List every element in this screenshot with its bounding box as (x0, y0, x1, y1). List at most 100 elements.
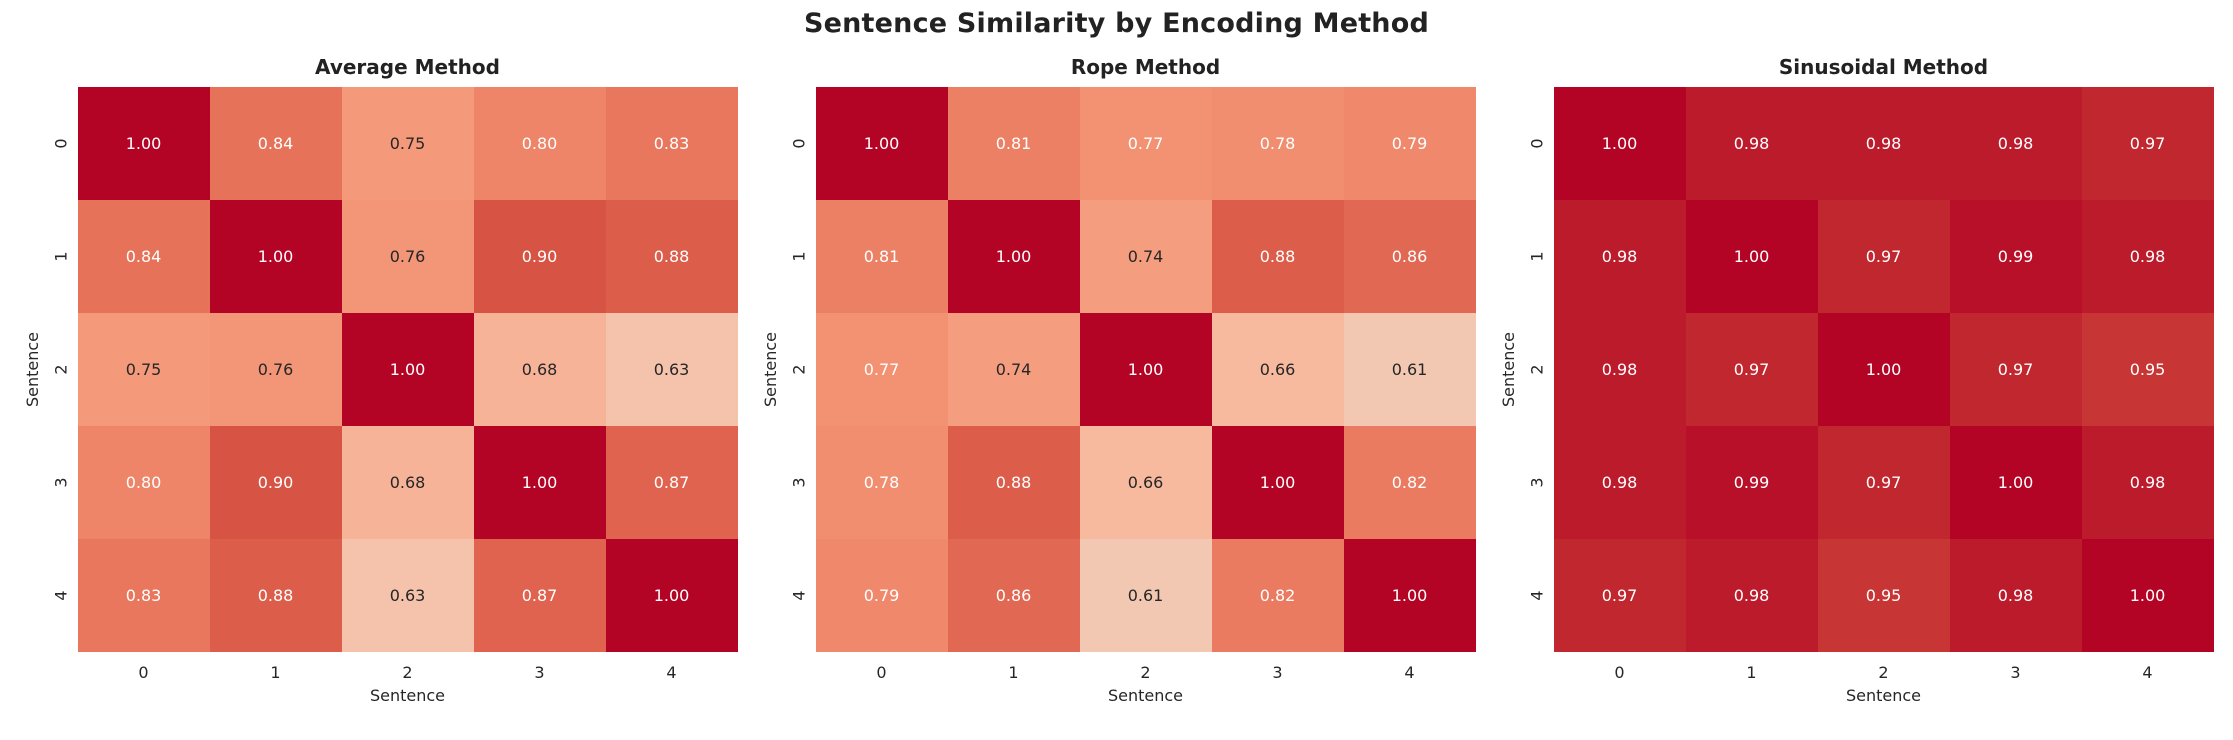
heatmap-cell: 0.88 (209, 539, 342, 652)
heatmap-cell: 0.83 (605, 87, 738, 200)
heatmap-cell: 0.81 (947, 87, 1080, 200)
x-axis-label: Sentence (1845, 686, 1922, 705)
subplot-title: Average Method (315, 55, 500, 79)
heatmap-cell: 1.00 (947, 200, 1080, 313)
heatmap-grid: 1.00 0.98 0.98 0.98 0.97 0.98 1.00 0.97 0.99 0.98… (1553, 87, 2214, 652)
x-tick-label: 4 (2142, 662, 2153, 682)
heatmap-cell: 1.00 (1949, 426, 2082, 539)
heatmap-cell: 1.00 (1685, 200, 1818, 313)
y-tick-label: 3 (790, 477, 809, 488)
heatmap-cell: 1.00 (815, 87, 948, 200)
x-tick-label: 0 (876, 662, 887, 682)
y-axis-label: Sentence (761, 331, 780, 408)
heatmap-cell: 0.80 (77, 426, 210, 539)
heatmap-cell: 0.88 (947, 426, 1080, 539)
heatmap-cell: 0.77 (1079, 87, 1212, 200)
heatmap-cell: 0.66 (1211, 313, 1344, 426)
heatmap-cell: 0.98 (1553, 426, 1686, 539)
heatmap-cell: 0.63 (605, 313, 738, 426)
heatmap-cell: 1.00 (341, 313, 474, 426)
y-tick-label: 4 (790, 590, 809, 601)
heatmap-cell: 0.74 (1079, 200, 1212, 313)
heatmap-cell: 0.97 (1817, 426, 1950, 539)
heatmap-cell: 0.98 (1553, 200, 1686, 313)
heatmap-cell: 0.87 (473, 539, 606, 652)
x-axis-label: Sentence (369, 686, 446, 705)
heatmap-cell: 0.80 (473, 87, 606, 200)
x-tick-label: 2 (402, 662, 413, 682)
x-tick-label: 3 (2010, 662, 2021, 682)
heatmap-cell: 0.97 (1553, 539, 1686, 652)
y-tick-label: 2 (1528, 364, 1547, 375)
x-tick-label: 0 (138, 662, 149, 682)
y-tick-label: 2 (52, 364, 71, 375)
heatmap-cell: 0.98 (2081, 426, 2214, 539)
heatmap-cell: 0.98 (1949, 87, 2082, 200)
heatmap-cell: 0.99 (1685, 426, 1818, 539)
y-tick-label: 3 (52, 477, 71, 488)
heatmap-cell: 0.66 (1079, 426, 1212, 539)
heatmap-cell: 1.00 (605, 539, 738, 652)
heatmap-cell: 0.88 (1211, 200, 1344, 313)
heatmap-cell: 0.97 (1685, 313, 1818, 426)
x-tick-label: 1 (1008, 662, 1019, 682)
x-tick-label: 1 (270, 662, 281, 682)
y-tick-label: 2 (790, 364, 809, 375)
heatmap-grid: 1.00 0.84 0.75 0.80 0.83 0.84 1.00 0.76 0.90 0.88… (77, 87, 738, 652)
y-tick-label: 0 (1528, 138, 1547, 149)
heatmap-cell: 0.68 (473, 313, 606, 426)
y-axis-label-wrap: Sentence (20, 87, 46, 652)
heatmap-cell: 0.76 (209, 313, 342, 426)
x-tick-label: 4 (1404, 662, 1415, 682)
heatmap-cell: 1.00 (473, 426, 606, 539)
y-tick-label: 1 (790, 251, 809, 262)
heatmap-cell: 0.79 (815, 539, 948, 652)
heatmap-cell: 1.00 (1343, 539, 1476, 652)
heatmap-cell: 0.61 (1343, 313, 1476, 426)
heatmap-cell: 0.82 (1211, 539, 1344, 652)
y-axis-label: Sentence (1499, 331, 1518, 408)
y-tick-label: 4 (1528, 590, 1547, 601)
heatmap-cell: 0.75 (77, 313, 210, 426)
subplot-title: Rope Method (1070, 55, 1221, 79)
x-tick-label: 2 (1878, 662, 1889, 682)
heatmap-cell: 0.98 (1685, 539, 1818, 652)
heatmap-cell: 0.98 (1553, 313, 1686, 426)
heatmap-cell: 0.97 (1949, 313, 2082, 426)
heatmap-cell: 0.83 (77, 539, 210, 652)
y-axis-ticks: 0 1 2 3 4 (1522, 87, 1554, 652)
heatmap-cell: 0.87 (605, 426, 738, 539)
heatmap-cell: 1.00 (2081, 539, 2214, 652)
heatmap-cell: 1.00 (1553, 87, 1686, 200)
heatmap-grid: 1.00 0.81 0.77 0.78 0.79 0.81 1.00 0.74 0.88 0.86… (815, 87, 1476, 652)
x-axis-ticks: 0 1 2 3 4 (816, 652, 1476, 686)
heatmap-cell: 1.00 (209, 200, 342, 313)
heatmap-cell: 0.76 (341, 200, 474, 313)
heatmap-cell: 0.84 (77, 200, 210, 313)
y-tick-label: 3 (1528, 477, 1547, 488)
x-axis-label: Sentence (1107, 686, 1184, 705)
heatmap-cell: 0.79 (1343, 87, 1476, 200)
heatmap-cell: 0.63 (341, 539, 474, 652)
figure-title: Sentence Similarity by Encoding Method (803, 8, 1430, 39)
x-tick-label: 3 (534, 662, 545, 682)
heatmap-cell: 0.95 (2081, 313, 2214, 426)
heatmap-cell: 0.78 (1211, 87, 1344, 200)
y-tick-label: 1 (52, 251, 71, 262)
x-tick-label: 0 (1614, 662, 1625, 682)
heatmap-cell: 1.00 (1817, 313, 1950, 426)
y-axis-ticks: 0 1 2 3 4 (46, 87, 78, 652)
heatmap-cell: 0.78 (815, 426, 948, 539)
x-axis-ticks: 0 1 2 3 4 (78, 652, 738, 686)
heatmap-cell: 0.77 (815, 313, 948, 426)
y-tick-label: 0 (52, 138, 71, 149)
heatmap-cell: 0.97 (1817, 200, 1950, 313)
heatmap-cell: 0.90 (209, 426, 342, 539)
heatmap-cell: 0.61 (1079, 539, 1212, 652)
heatmap-cell: 0.98 (1817, 87, 1950, 200)
subplot-title: Sinusoidal Method (1778, 55, 1989, 79)
heatmap-cell: 0.99 (1949, 200, 2082, 313)
heatmap-cell: 0.98 (1949, 539, 2082, 652)
